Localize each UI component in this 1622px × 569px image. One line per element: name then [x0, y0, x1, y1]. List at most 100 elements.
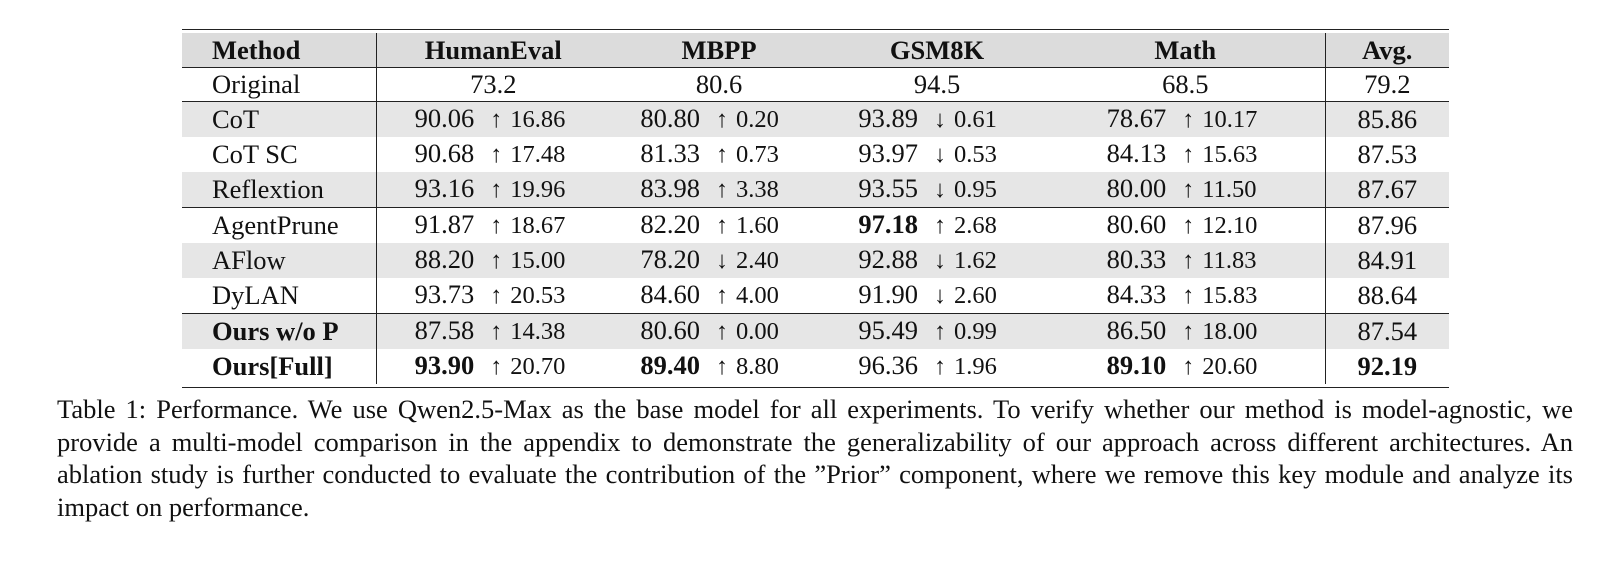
header-row: Method HumanEval MBPP GSM8K Math Avg.: [182, 33, 1449, 68]
score-delta: ↑ 11.83: [1166, 244, 1292, 278]
table-bottom-rule: [182, 387, 1449, 388]
score-delta: ↑ 15.83: [1166, 279, 1292, 313]
table-top-rule: [182, 29, 1449, 30]
delta-value: 10.17: [1202, 106, 1258, 133]
score-value: 82.20: [640, 209, 700, 239]
delta-value: 3.38: [736, 176, 779, 203]
cell-math: 89.10 ↑ 20.60: [1046, 349, 1325, 384]
delta-value: 8.80: [736, 353, 779, 380]
score-delta: ↑ 12.10: [1166, 209, 1292, 243]
header-humaneval: HumanEval: [376, 33, 610, 68]
score-value: 78.20: [640, 244, 700, 274]
arrow-up-icon: ↑: [490, 319, 503, 345]
row-avg: 88.64: [1324, 278, 1449, 314]
arrow-up-icon: ↑: [490, 248, 503, 274]
cell-math: 78.67 ↑ 10.17: [1046, 101, 1325, 137]
arrow-up-icon: ↑: [1182, 213, 1195, 239]
arrow-up-icon: ↑: [1182, 354, 1195, 380]
row-method-label: CoT SC: [182, 137, 377, 172]
arrow-up-icon: ↑: [490, 354, 503, 380]
score-delta: ↑ 18.00: [1166, 315, 1292, 349]
table-row: AgentPrune 91.87 ↑ 18.67 82.20 ↑ 1.60 97.18 ↑ 2.6…: [182, 207, 1449, 243]
score-delta: ↓ 1.62: [918, 244, 1044, 278]
score-value: 87.58: [414, 315, 475, 345]
score-delta: ↑ 10.17: [1166, 103, 1292, 137]
delta-value: 1.96: [954, 353, 997, 380]
arrow-up-icon: ↑: [490, 283, 503, 309]
row-method-label: Ours w/o P: [182, 313, 377, 349]
results-table-container: Method HumanEval MBPP GSM8K Math Avg. Or…: [182, 29, 1449, 388]
score-value: 81.33: [640, 138, 700, 168]
cell-math: 84.33 ↑ 15.83: [1046, 278, 1325, 314]
score-value: 93.73: [414, 279, 475, 309]
score-delta: ↑ 19.96: [474, 173, 600, 207]
cell-math: 84.13 ↑ 15.63: [1046, 137, 1325, 172]
score-delta: ↑ 2.68: [918, 209, 1044, 243]
score-delta: ↑ 0.73: [700, 138, 826, 172]
original-humaneval: 73.2: [470, 69, 517, 99]
cell-mbpp: 84.60 ↑ 4.00: [610, 278, 828, 314]
arrow-up-icon: ↑: [1182, 177, 1195, 203]
score-value: 93.16: [414, 173, 475, 203]
header-mbpp: MBPP: [610, 33, 828, 68]
arrow-up-icon: ↑: [490, 142, 503, 168]
delta-value: 2.68: [954, 212, 997, 239]
cell-mbpp: 78.20 ↓ 2.40: [610, 243, 828, 278]
row-method-label: Original: [182, 67, 377, 102]
cell-humaneval: 93.16 ↑ 19.96: [376, 172, 610, 208]
delta-value: 0.20: [736, 106, 779, 133]
header-avg: Avg.: [1324, 33, 1449, 68]
score-delta: ↑ 15.00: [474, 244, 600, 278]
arrow-up-icon: ↑: [490, 107, 503, 133]
score-delta: ↑ 14.38: [474, 315, 600, 349]
row-avg: 87.67: [1324, 172, 1449, 208]
header-method: Method: [182, 33, 377, 68]
row-avg: 87.96: [1324, 207, 1449, 243]
score-value: 91.90: [858, 279, 918, 309]
cell-mbpp: 83.98 ↑ 3.38: [610, 172, 828, 208]
cell-gsm8k: 93.89 ↓ 0.61: [828, 101, 1046, 137]
score-delta: ↑ 17.48: [474, 138, 600, 172]
score-value: 80.60: [1106, 209, 1167, 239]
arrow-up-icon: ↑: [934, 319, 946, 345]
score-value: 80.33: [1106, 244, 1167, 274]
header-math: Math: [1046, 33, 1325, 68]
score-value: 84.13: [1106, 138, 1167, 168]
cell-gsm8k: 93.55 ↓ 0.95: [828, 172, 1046, 208]
arrow-up-icon: ↑: [490, 213, 503, 239]
arrow-up-icon: ↑: [716, 142, 728, 168]
delta-value: 11.83: [1202, 247, 1257, 274]
delta-value: 0.61: [954, 106, 997, 133]
delta-value: 20.70: [510, 353, 566, 380]
cell-math: 80.00 ↑ 11.50: [1046, 172, 1325, 208]
table-row: Reflextion 93.16 ↑ 19.96 83.98 ↑ 3.38 93.55 ↓ 0.9…: [182, 172, 1449, 208]
score-value: 80.60: [640, 315, 700, 345]
score-delta: ↑ 4.00: [700, 279, 826, 313]
score-delta: ↓ 0.53: [918, 138, 1044, 172]
arrow-up-icon: ↑: [1182, 107, 1195, 133]
score-value: 89.40: [640, 350, 700, 380]
delta-value: 18.00: [1202, 318, 1258, 345]
row-method-label: AFlow: [182, 243, 377, 278]
delta-value: 0.73: [736, 141, 779, 168]
row-avg: 92.19: [1324, 349, 1449, 384]
cell-mbpp: 82.20 ↑ 1.60: [610, 207, 828, 243]
arrow-up-icon: ↑: [1182, 283, 1195, 309]
delta-value: 20.60: [1202, 353, 1258, 380]
caption-text: Table 1: Performance. We use Qwen2.5-Max…: [57, 394, 1573, 522]
row-avg: 87.53: [1324, 137, 1449, 172]
score-delta: ↑ 15.63: [1166, 138, 1292, 172]
cell-humaneval: 87.58 ↑ 14.38: [376, 313, 610, 349]
table-row: Ours[Full] 93.90 ↑ 20.70 89.40 ↑ 8.80 96.36 ↑ 1.9…: [182, 349, 1449, 384]
score-value: 80.80: [640, 103, 700, 133]
score-value: 93.89: [858, 103, 918, 133]
delta-value: 4.00: [736, 282, 779, 309]
cell-math: 86.50 ↑ 18.00: [1046, 313, 1325, 349]
delta-value: 16.86: [510, 106, 566, 133]
arrow-up-icon: ↑: [716, 177, 728, 203]
score-delta: ↑ 20.70: [474, 350, 600, 384]
original-gsm8k: 94.5: [913, 69, 961, 99]
score-value: 84.33: [1106, 279, 1167, 309]
score-delta: ↓ 2.40: [700, 244, 826, 278]
cell-humaneval: 90.06 ↑ 16.86: [376, 101, 610, 137]
